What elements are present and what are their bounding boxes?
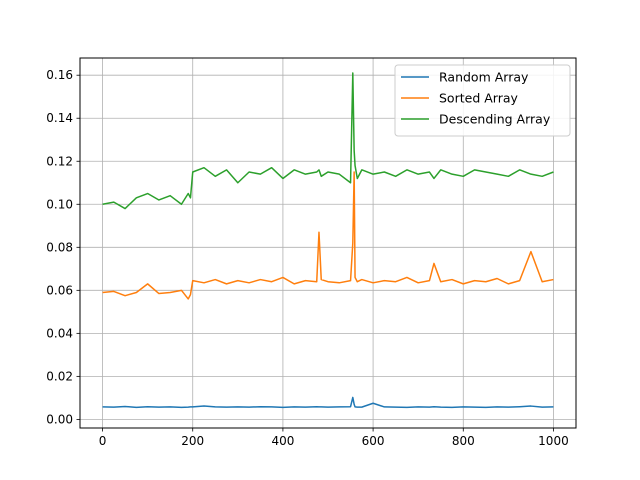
legend: Random Array Sorted Array Descending Array	[394, 64, 571, 137]
y-tick-label: 0.14	[46, 111, 73, 125]
x-tick-label: 400	[271, 434, 294, 448]
y-tick-label: 0.02	[46, 369, 73, 383]
x-tick-label: 600	[362, 434, 385, 448]
y-tick-label: 0.00	[46, 412, 73, 426]
legend-label: Descending Array	[439, 112, 551, 127]
x-tick-label: 0	[99, 434, 107, 448]
y-tick-label: 0.04	[46, 326, 73, 340]
x-tick-label: 1000	[538, 434, 569, 448]
x-tick-label: 200	[181, 434, 204, 448]
axis-ticks: 0 200 400 600 800 1000 0.00 0.02 0.04 0.06 0.08 0.1…	[46, 68, 568, 448]
y-tick-label: 0.06	[46, 283, 73, 297]
legend-label: Sorted Array	[439, 91, 518, 106]
y-tick-label: 0.16	[46, 68, 73, 82]
axes-frame	[79, 57, 577, 429]
legend-label: Random Array	[439, 70, 529, 85]
y-tick-label: 0.10	[46, 197, 73, 211]
x-tick-label: 800	[452, 434, 475, 448]
series-lines	[102, 72, 554, 409]
series-line-random-array	[102, 396, 554, 409]
y-tick-label: 0.12	[46, 154, 73, 168]
y-tick-label: 0.08	[46, 240, 73, 254]
series-line-sorted-array	[102, 171, 554, 300]
series-line-descending-array	[102, 72, 554, 210]
legend-box	[394, 64, 571, 137]
